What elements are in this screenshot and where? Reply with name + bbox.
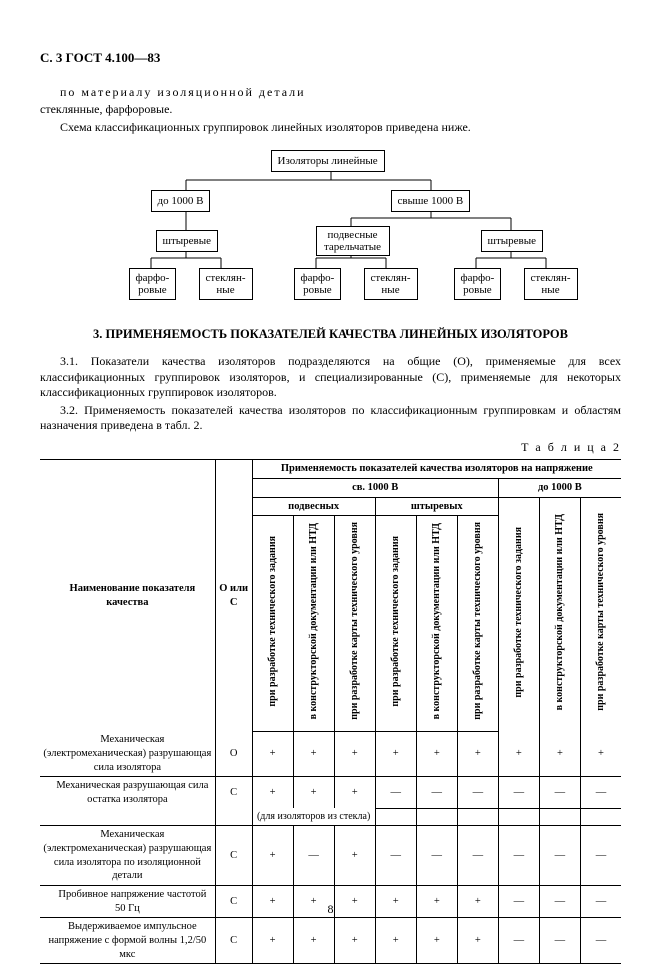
th-main: Применяемость показателей качества изоля…	[252, 460, 621, 479]
th-sht: штыревых	[375, 497, 498, 516]
cell-value: —	[375, 777, 416, 809]
th-podv: подвесных	[252, 497, 375, 516]
cell-value: +	[580, 731, 621, 776]
cell-value: +	[457, 918, 498, 964]
table-2: Наименование показателя качества О или С…	[40, 459, 621, 964]
th-v9: при разработке карты технического уровня	[580, 497, 621, 731]
diagram-l1a: до 1000 В	[151, 190, 211, 212]
th-oc: О или С	[215, 460, 252, 731]
cell-oc: С	[215, 777, 252, 809]
table-row-note: (для изоляторов из стекла)	[40, 808, 621, 826]
cell-value: —	[580, 918, 621, 964]
cell-value: +	[252, 777, 293, 809]
cell-oc: С	[215, 826, 252, 886]
cell-name: Механическая (электромеханическая) разру…	[40, 731, 215, 776]
page-number: 8	[0, 902, 661, 918]
cell-value: —	[457, 826, 498, 886]
diagram-root: Изоляторы линейные	[271, 150, 385, 172]
th-v7: при разработке технического задания	[498, 497, 539, 731]
cell-value: +	[416, 918, 457, 964]
intro-line-3: Схема классификационных группировок лине…	[60, 120, 621, 136]
cell-value: +	[293, 777, 334, 809]
th-v2: в конструкторской документации или НТД	[293, 516, 334, 731]
cell-value: —	[498, 826, 539, 886]
cell-value: +	[457, 731, 498, 776]
page: С. 3 ГОСТ 4.100—83 по материалу изоляцио…	[0, 0, 661, 936]
cell-value: +	[539, 731, 580, 776]
diagram-leaf-a2: стеклян- ные	[199, 268, 253, 300]
cell-value: —	[375, 826, 416, 886]
th-do: до 1000 В	[498, 479, 621, 498]
cell-value: +	[375, 731, 416, 776]
cell-note: (для изоляторов из стекла)	[252, 808, 375, 826]
table-row: Механическая разрушающая сила остатка из…	[40, 777, 621, 809]
classification-diagram: Изоляторы линейные до 1000 В свыше 1000 …	[91, 146, 571, 306]
cell-value: —	[580, 826, 621, 886]
cell-name: Выдерживаемое импульсное напряжение с фо…	[40, 918, 215, 964]
intro-line-2: стеклянные, фарфоровые.	[40, 102, 621, 118]
cell-value: —	[416, 777, 457, 809]
cell-name: Механическая (электромеханическая) разру…	[40, 826, 215, 886]
cell-value: +	[416, 731, 457, 776]
table-body: Механическая (электромеханическая) разру…	[40, 731, 621, 963]
cell-value: —	[293, 826, 334, 886]
cell-value: —	[498, 777, 539, 809]
paragraph-3-1: 3.1. Показатели качества изоляторов подр…	[40, 354, 621, 401]
cell-oc: С	[215, 918, 252, 964]
th-name: Наименование показателя качества	[40, 460, 215, 731]
diagram-l2a: штыревые	[156, 230, 219, 252]
th-v1: при разработке технического задания	[252, 516, 293, 731]
diagram-l2b: подвесные тарельчатые	[316, 226, 390, 256]
diagram-leaf-c1: фарфо- ровые	[454, 268, 502, 300]
cell-value: +	[375, 918, 416, 964]
table-row: Механическая (электромеханическая) разру…	[40, 731, 621, 776]
cell-value: —	[539, 826, 580, 886]
th-v4: при разработке технического задания	[375, 516, 416, 731]
th-v6: при разработке карты технического уровня	[457, 516, 498, 731]
cell-value: +	[252, 826, 293, 886]
th-v3: при разработке карты технического уровня	[334, 516, 375, 731]
cell-value: —	[416, 826, 457, 886]
table-row: Выдерживаемое импульсное напряжение с фо…	[40, 918, 621, 964]
th-sv: св. 1000 В	[252, 479, 498, 498]
intro-line-1: по материалу изоляционной детали	[60, 85, 621, 101]
cell-value: —	[498, 918, 539, 964]
cell-value: +	[252, 918, 293, 964]
cell-value: +	[293, 918, 334, 964]
table-label: Т а б л и ц а 2	[40, 440, 621, 456]
section-title: 3. ПРИМЕНЯЕМОСТЬ ПОКАЗАТЕЛЕЙ КАЧЕСТВА ЛИ…	[40, 326, 621, 342]
cell-value: —	[580, 777, 621, 809]
cell-value: +	[293, 731, 334, 776]
cell-value: —	[539, 777, 580, 809]
cell-value: +	[334, 777, 375, 809]
diagram-leaf-a1: фарфо- ровые	[129, 268, 177, 300]
diagram-l2c: штыревые	[481, 230, 544, 252]
diagram-l2b-label: подвесные тарельчатые	[323, 229, 383, 253]
diagram-l1b: свыше 1000 В	[391, 190, 471, 212]
diagram-leaf-c2: стеклян- ные	[524, 268, 578, 300]
cell-value: +	[334, 826, 375, 886]
diagram-leaf-b2: стеклян- ные	[364, 268, 418, 300]
table-row: Механическая (электромеханическая) разру…	[40, 826, 621, 886]
cell-name: Механическая разрушающая сила остатка из…	[40, 777, 215, 809]
cell-value: +	[334, 918, 375, 964]
cell-value: —	[457, 777, 498, 809]
th-v5: в конструкторской документации или НТД	[416, 516, 457, 731]
cell-value: —	[539, 918, 580, 964]
cell-value: +	[498, 731, 539, 776]
th-v8: в конструкторской документации или НТД	[539, 497, 580, 731]
cell-value: +	[252, 731, 293, 776]
cell-oc: О	[215, 731, 252, 776]
page-header: С. 3 ГОСТ 4.100—83	[40, 50, 621, 67]
paragraph-3-2: 3.2. Применяемость показателей качества …	[40, 403, 621, 434]
diagram-leaf-b1: фарфо- ровые	[294, 268, 342, 300]
cell-value: +	[334, 731, 375, 776]
